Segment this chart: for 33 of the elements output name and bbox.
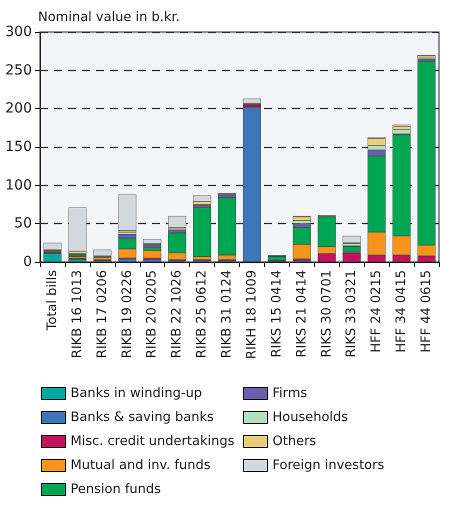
x-tick-label: RIKH 18 1009 [244,270,260,360]
legend-label: Others [272,434,316,449]
x-tick-label: RIKS 15 0414 [269,270,284,358]
x-tick-label: RIKB 20 0205 [144,270,160,358]
legend-label: Firms [272,386,308,401]
x-tick-label: RIKB 31 0124 [220,270,235,358]
x-tick-label: RIKS 30 0701 [319,270,334,358]
legend-label: Foreign investors [272,458,384,473]
x-tick-label: HFF 34 0415 [394,270,410,353]
x-tick-label: HFF 24 0215 [369,270,384,353]
legend-label: Pension funds [70,482,162,497]
y-tick-label: 100 [5,177,32,194]
legend-label: Households [272,410,348,425]
legend-label: Mutual and inv. funds [70,458,211,473]
x-tick-label: Total bills [44,270,60,332]
y-tick-label: 50 [14,216,32,232]
x-tick-label: HFF 44 0615 [419,270,434,353]
x-tick-label: RIKB 19 0226 [120,270,135,358]
y-axis-title: Nominal value in b.kr. [38,10,180,25]
x-tick-label: RIKB 25 0612 [194,270,210,358]
legend-label: Banks in winding-up [70,386,202,401]
x-tick-label: RIKS 21 0414 [294,270,310,358]
x-tick-label: RIKB 22 1026 [170,270,185,358]
y-tick-label: 0 [23,254,32,270]
legend-label: Banks & saving banks [70,410,214,425]
y-tick-label: 150 [5,139,32,155]
y-tick-label: 300 [5,24,32,40]
y-tick-label: 250 [5,62,32,78]
x-tick-label: RIKB 16 1013 [70,270,85,358]
y-tick-label: 200 [5,100,32,117]
x-tick-label: RIKB 17 0206 [94,270,110,358]
x-tick-label: RIKS 33 0321 [344,270,360,358]
legend-label: Misc. credit undertakings [70,434,235,449]
